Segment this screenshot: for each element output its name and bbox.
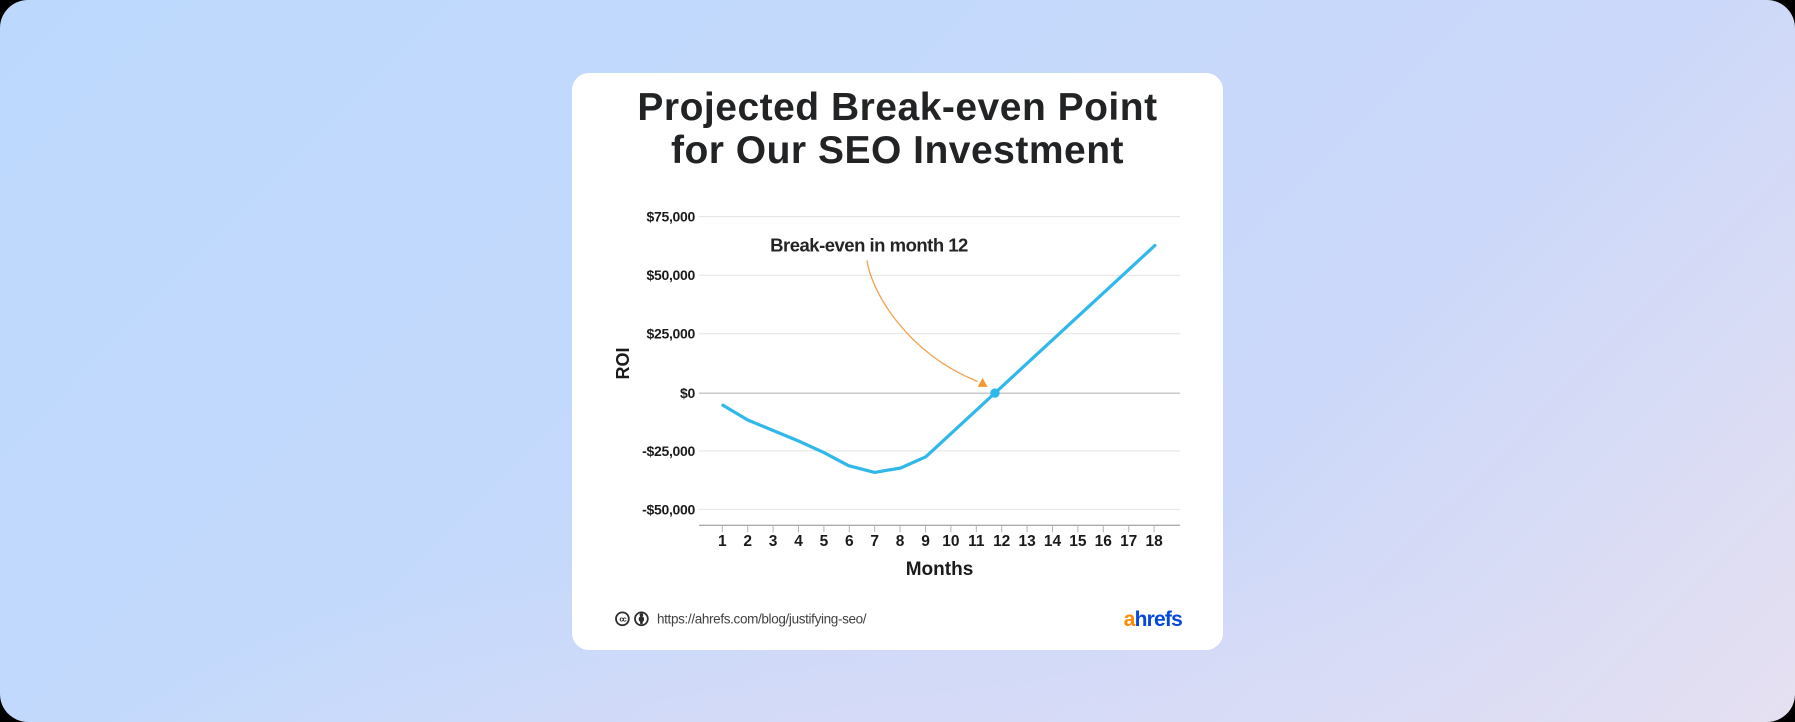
svg-text:15: 15 <box>1069 533 1087 550</box>
svg-text:3: 3 <box>769 533 778 550</box>
svg-text:10: 10 <box>942 533 959 550</box>
svg-text:2: 2 <box>743 533 752 550</box>
svg-text:-$50,000: -$50,000 <box>642 501 695 517</box>
svg-text:13: 13 <box>1018 533 1036 550</box>
svg-text:-$25,000: -$25,000 <box>642 443 695 459</box>
svg-text:1: 1 <box>718 533 727 550</box>
svg-text:14: 14 <box>1044 533 1062 550</box>
svg-text:$50,000: $50,000 <box>646 267 695 283</box>
svg-text:https://ahrefs.com/blog/justif: https://ahrefs.com/blog/justifying-seo/ <box>657 612 867 627</box>
svg-text:ahrefs: ahrefs <box>1124 608 1182 631</box>
svg-text:$75,000: $75,000 <box>646 209 695 225</box>
svg-text:7: 7 <box>870 533 879 550</box>
svg-text:5: 5 <box>820 533 829 550</box>
svg-text:$25,000: $25,000 <box>646 326 695 342</box>
svg-text:ROI: ROI <box>613 347 633 379</box>
svg-text:cc: cc <box>619 614 626 623</box>
svg-text:8: 8 <box>896 533 905 550</box>
svg-text:Months: Months <box>906 559 974 580</box>
svg-text:Break-even in month 12: Break-even in month 12 <box>770 235 968 256</box>
svg-text:6: 6 <box>845 533 854 550</box>
svg-text:18: 18 <box>1145 533 1163 550</box>
svg-text:11: 11 <box>968 533 985 550</box>
svg-text:16: 16 <box>1095 533 1113 550</box>
svg-text:12: 12 <box>993 533 1010 550</box>
svg-text:9: 9 <box>921 533 930 550</box>
svg-text:17: 17 <box>1120 533 1137 550</box>
svg-text:4: 4 <box>794 533 803 550</box>
svg-text:$0: $0 <box>680 385 695 401</box>
